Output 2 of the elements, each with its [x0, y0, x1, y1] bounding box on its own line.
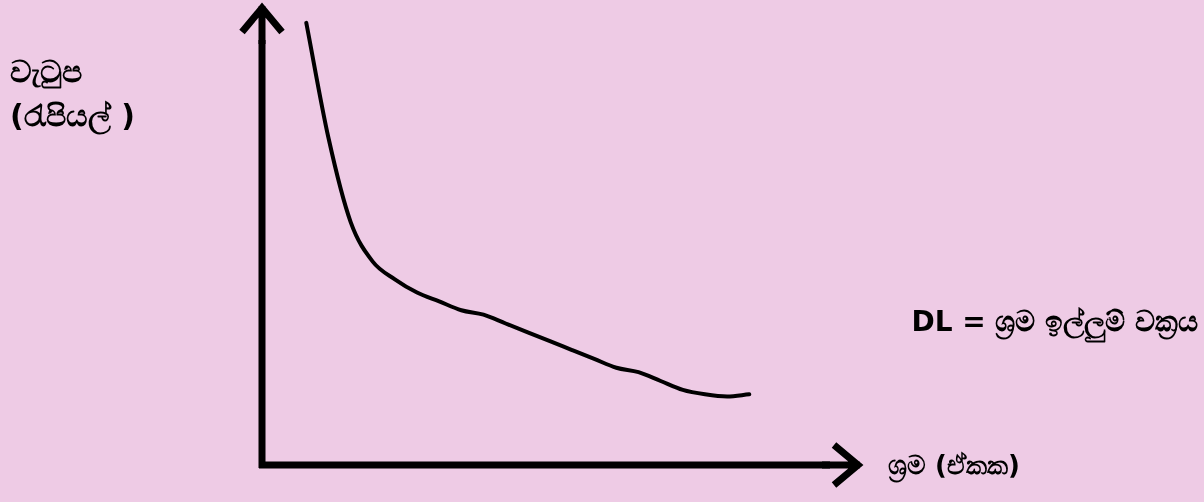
x-axis-title: ශ්‍රම (ඒකක): [888, 450, 1020, 481]
y-axis-title: වැටුප (රැපියල් ): [10, 53, 135, 137]
